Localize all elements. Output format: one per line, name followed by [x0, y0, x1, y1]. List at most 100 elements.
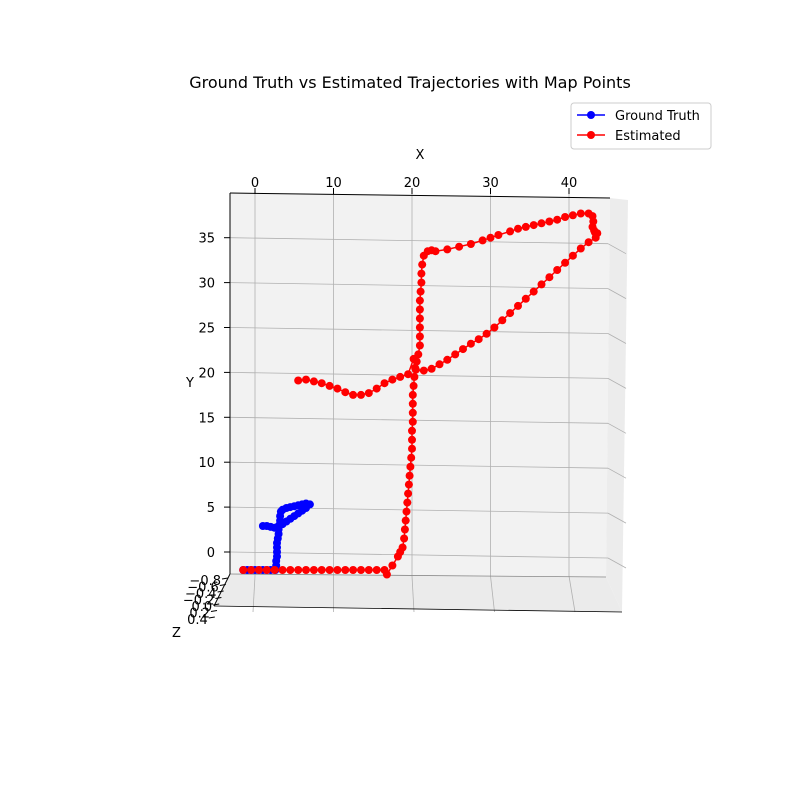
data-point [591, 233, 600, 242]
z-tick-label: 0.2 [189, 607, 210, 622]
x-tick-label: 0 [251, 176, 259, 191]
data-point [459, 345, 467, 354]
data-point [407, 453, 416, 462]
floor-edge [213, 605, 623, 613]
data-point [417, 278, 426, 287]
data-point [418, 260, 427, 269]
data-point [408, 444, 416, 453]
z-tick-mark [210, 610, 218, 612]
data-point [415, 332, 424, 341]
data-point [270, 566, 279, 574]
legend: Ground Truth Estimated [570, 102, 712, 150]
data-point [568, 211, 577, 220]
data-point [408, 390, 417, 399]
data-point [545, 217, 554, 226]
data-point [521, 294, 530, 303]
data-point [349, 566, 358, 574]
data-point [404, 489, 413, 498]
data-point [408, 426, 416, 435]
series-estimated [239, 209, 602, 579]
y-gridline [229, 372, 609, 379]
data-point [408, 417, 417, 426]
data-point [341, 566, 350, 574]
data-point [364, 566, 373, 574]
legend-label-ground-truth: Ground Truth [615, 109, 700, 124]
z-tick-mark [208, 616, 215, 619]
y-tick-label: 30 [198, 277, 215, 292]
data-point [545, 273, 554, 282]
y-tick-label: 10 [198, 456, 215, 471]
z-tick-label: 0.4 [187, 613, 208, 628]
data-point [349, 390, 358, 399]
y-tick-label: 5 [207, 501, 215, 516]
data-point [278, 566, 287, 574]
data-point [404, 480, 413, 489]
y-side-gridline [607, 557, 627, 569]
data-point [576, 244, 585, 253]
data-point [372, 566, 381, 574]
data-point [396, 372, 405, 381]
data-point [388, 561, 397, 570]
side-pane [606, 198, 628, 612]
data-point [341, 388, 350, 397]
grid-lines [213, 194, 627, 613]
data-point [409, 354, 418, 363]
legend-marker-ground-truth [587, 111, 595, 119]
z-axis-label: Z [172, 626, 181, 641]
data-point [302, 566, 310, 574]
y-tick-label: 15 [198, 411, 215, 426]
legend-label-estimated: Estimated [615, 129, 681, 144]
data-point [408, 408, 417, 417]
data-point [400, 525, 409, 534]
x-tick-label: 10 [325, 176, 342, 191]
data-point [529, 287, 538, 296]
data-point [357, 390, 365, 399]
data-point [419, 366, 428, 375]
data-point [553, 215, 562, 224]
data-point [254, 566, 263, 574]
y-tick-label: 25 [198, 322, 215, 337]
data-point [380, 379, 389, 388]
data-point [486, 233, 495, 242]
data-point [521, 222, 530, 231]
y-side-gridline [607, 333, 627, 344]
data-point [239, 566, 248, 574]
data-point [561, 258, 570, 267]
y-tick-label: 0 [207, 546, 215, 561]
z-tick-label: −0.2 [183, 594, 215, 609]
y-tick-label: 20 [198, 366, 215, 381]
data-point [451, 350, 460, 359]
data-point [427, 364, 436, 373]
back-pane [230, 193, 610, 577]
z-axis-line [213, 573, 231, 607]
data-point [415, 314, 424, 323]
data-point [416, 287, 425, 296]
data-point [294, 376, 303, 385]
data-point [466, 240, 475, 248]
data-point [317, 566, 326, 574]
data-point [529, 221, 538, 230]
data-point [258, 522, 267, 530]
data-point [498, 316, 507, 325]
z-tick-mark [217, 590, 224, 593]
data-point [409, 381, 418, 390]
data-point [333, 566, 342, 574]
data-point [262, 566, 271, 574]
y-gridline [229, 551, 609, 559]
series-line [243, 212, 599, 577]
data-point [400, 534, 409, 543]
z-tick-mark [215, 597, 222, 599]
data-point [415, 341, 424, 350]
data-point [410, 372, 419, 381]
x-floor-gridline [411, 575, 415, 613]
legend-box [570, 102, 712, 150]
chart-title: Ground Truth vs Estimated Trajectories w… [189, 73, 631, 92]
data-point [398, 543, 407, 552]
data-point [317, 379, 326, 388]
data-point [357, 566, 365, 574]
data-point [408, 435, 416, 444]
data-point [561, 213, 570, 221]
z-tick-label: −0.4 [185, 587, 217, 602]
x-floor-gridline [568, 575, 576, 613]
